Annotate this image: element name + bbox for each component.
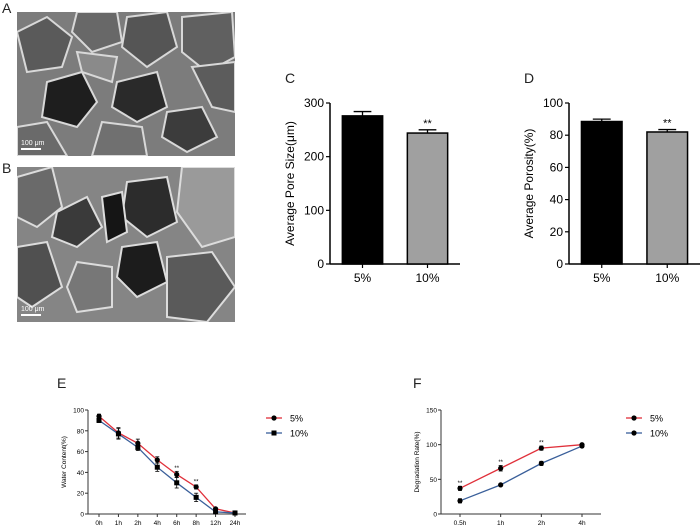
y-tick-label: 60 <box>77 449 85 456</box>
significance-mark: ** <box>174 466 179 472</box>
y-tick-label: 40 <box>77 470 85 477</box>
data-point <box>96 417 102 423</box>
data-point <box>213 509 219 515</box>
data-point <box>538 445 544 451</box>
x-tick-label: 10% <box>655 271 679 285</box>
x-tick-label: 10% <box>415 271 439 285</box>
legend-label: 10% <box>650 429 668 439</box>
y-axis-label: Water Content(%) <box>61 436 68 488</box>
y-tick-label: 40 <box>550 193 564 207</box>
data-point <box>174 480 180 486</box>
y-axis-label: Average Pore Size(μm) <box>283 121 297 246</box>
data-point <box>154 457 160 463</box>
y-tick-label: 0 <box>556 257 563 271</box>
scale-bar-a: 100 μm <box>21 140 45 150</box>
data-point <box>193 484 199 490</box>
scale-bar-b: 100 μm <box>21 306 45 316</box>
y-tick-label: 20 <box>77 491 85 498</box>
x-tick-label: 0.5h <box>454 520 467 527</box>
y-tick-label: 150 <box>426 408 437 415</box>
y-tick-label: 100 <box>426 442 437 449</box>
panel-letter-e: E <box>57 375 67 391</box>
panel-letter-a: A <box>2 0 12 16</box>
panel-letter-f: F <box>413 375 422 391</box>
y-tick-label: 100 <box>73 408 84 415</box>
chart-f: 0 50 100 150 0.5h 1h 2h 4h 5% 10% ** ** ** Degradatio… <box>414 408 668 528</box>
y-tick-label: 20 <box>550 225 564 239</box>
y-tick-label: 100 <box>304 203 324 217</box>
x-tick-label: 5% <box>354 271 372 285</box>
x-tick-label: 1h <box>497 520 505 527</box>
y-axis-label: Degradation Rate(%) <box>414 431 421 492</box>
chart-d: 0 20 40 60 80 100 5% 10% ** Average Porosity(%) <box>522 96 700 285</box>
significance-mark: ** <box>458 481 463 487</box>
x-tick-label: 4h <box>578 520 586 527</box>
x-tick-label: 0h <box>95 520 103 527</box>
x-tick-label: 2h <box>134 520 142 527</box>
data-point <box>498 482 504 488</box>
significance-mark: ** <box>498 460 503 466</box>
y-tick-label: 0 <box>317 257 324 271</box>
data-point <box>457 498 463 504</box>
legend-label: 5% <box>290 414 303 424</box>
bar <box>646 131 689 265</box>
data-point <box>135 444 141 450</box>
significance-mark: ** <box>663 118 672 130</box>
scale-label-b: 100 μm <box>21 306 45 313</box>
y-tick-label: 60 <box>550 160 564 174</box>
data-point <box>96 413 102 419</box>
data-point <box>193 494 199 500</box>
y-tick-label: 80 <box>77 428 85 435</box>
y-tick-label: 50 <box>430 477 438 484</box>
data-point <box>232 510 238 516</box>
bar <box>580 120 623 265</box>
legend-label: 5% <box>650 414 663 424</box>
chart-c: 0 100 200 300 5% 10% ** Average Pore Size(μm) <box>283 96 460 285</box>
panel-letter-b: B <box>2 160 12 176</box>
data-point <box>457 485 463 491</box>
x-tick-label: 1h <box>115 520 123 527</box>
data-point <box>115 431 121 437</box>
y-tick-label: 300 <box>304 96 324 110</box>
x-tick-label: 12h <box>210 520 221 527</box>
significance-mark: ** <box>423 118 432 130</box>
y-tick-label: 80 <box>550 128 564 142</box>
legend-label: 10% <box>290 429 308 439</box>
significance-mark: ** <box>194 479 199 485</box>
significance-mark: ** <box>539 441 544 447</box>
x-tick-label: 8h <box>193 520 201 527</box>
data-point <box>154 464 160 470</box>
series-line <box>98 419 236 514</box>
scale-label-a: 100 μm <box>21 140 45 147</box>
sem-image-b: 100 μm <box>17 167 235 322</box>
x-tick-label: 5% <box>593 271 611 285</box>
panel-letter-d: D <box>524 70 535 86</box>
series-line <box>98 415 236 514</box>
chart-e: 0 20 40 60 80 100 0h 1h 2h 4h 6h 8h 12h 24h 5% 10% ** ** W… <box>61 408 308 528</box>
panel-letter-c: C <box>285 70 296 86</box>
bar <box>406 132 449 265</box>
data-point <box>579 443 585 449</box>
y-axis-label: Average Porosity(%) <box>522 129 536 239</box>
y-tick-label: 0 <box>433 512 437 519</box>
x-tick-label: 6h <box>173 520 181 527</box>
data-point <box>538 460 544 466</box>
y-tick-label: 200 <box>304 150 324 164</box>
series-line <box>459 445 583 502</box>
x-tick-label: 24h <box>230 520 241 527</box>
y-tick-label: 100 <box>543 96 563 110</box>
bar <box>341 115 384 265</box>
y-tick-label: 0 <box>80 512 84 519</box>
x-tick-label: 4h <box>154 520 162 527</box>
sem-image-a: 100 μm <box>17 12 235 156</box>
data-point <box>174 471 180 478</box>
x-tick-label: 2h <box>538 520 546 527</box>
series-line <box>459 444 583 489</box>
data-point <box>498 465 504 471</box>
